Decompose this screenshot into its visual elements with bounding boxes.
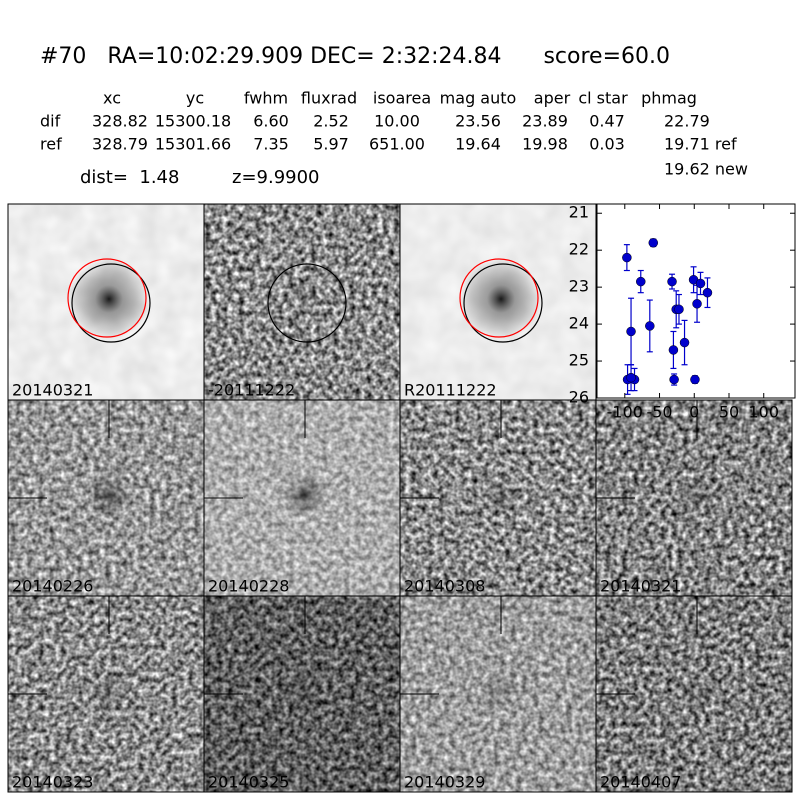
point	[648, 238, 659, 248]
cell: 22.79	[664, 112, 710, 131]
y-tick-label: 23	[569, 277, 589, 296]
point	[667, 276, 677, 287]
column-header: isoarea	[373, 89, 431, 108]
stamps: 20140321 -20111222 R20111222 20140226 201402…	[7, 203, 793, 793]
x-tick-label: 50	[719, 403, 739, 422]
point	[626, 326, 636, 337]
point	[695, 278, 706, 289]
point	[679, 337, 690, 348]
stamp-label: 20140226	[12, 577, 93, 596]
aperture-ref	[459, 258, 539, 338]
cell: 651.00	[369, 135, 425, 154]
column-header: phmag	[641, 89, 697, 108]
stamp-label: 20140308	[404, 577, 485, 596]
x-tick-label: 100	[748, 403, 779, 422]
aperture	[267, 263, 347, 343]
cell: 2.52	[313, 112, 349, 131]
aperture-ref	[67, 258, 147, 338]
cell: 5.97	[313, 135, 349, 154]
point	[692, 299, 702, 309]
column-header: xc	[103, 89, 121, 108]
source-blob	[283, 669, 327, 713]
dist: dist= 1.48	[80, 167, 179, 188]
y-tick-label: 25	[569, 351, 589, 370]
stamp-label: 20140228	[208, 577, 289, 596]
x-tick-label: -50	[646, 403, 672, 422]
cell: 15300.18	[155, 112, 231, 131]
source-blob	[461, 259, 541, 339]
plot-frame	[596, 203, 796, 399]
stamp-label: 20140329	[404, 773, 485, 792]
cell: 10.00	[374, 112, 420, 131]
cell: 19.71 ref	[664, 135, 737, 154]
redshift: z=9.9900	[232, 167, 320, 188]
x-tick-label: 0	[689, 403, 699, 422]
point	[626, 372, 636, 383]
y-tick-label: 22	[569, 240, 589, 259]
cell: 23.56	[455, 112, 501, 131]
y-tick-label: 21	[569, 203, 589, 222]
cell: 7.35	[253, 135, 289, 154]
cell: 19.98	[522, 135, 568, 154]
source-blob	[675, 473, 719, 517]
extra: 19.62 new	[664, 160, 748, 179]
title: #70 RA=10:02:29.909 DEC= 2:32:24.84 scor…	[40, 44, 670, 69]
cell: 19.64	[455, 135, 501, 154]
light-curve: 21 22 23 24 25 26 -100 -50 0 50 100	[569, 203, 796, 422]
y-tick-label: 26	[569, 388, 589, 407]
stamp-label: -20111222	[208, 381, 295, 400]
point	[669, 374, 679, 385]
point	[690, 374, 700, 385]
point	[622, 252, 632, 263]
cell: 0.03	[589, 135, 625, 154]
column-header: yc	[186, 89, 204, 108]
aperture	[71, 263, 151, 343]
column-header: cl star	[578, 89, 628, 108]
source-blob	[87, 473, 131, 517]
stamp-label: 20140321	[12, 381, 93, 400]
column-header: fluxrad	[301, 89, 357, 108]
aperture	[463, 263, 543, 343]
row-name: ref	[40, 135, 62, 154]
row-name: dif	[40, 112, 61, 131]
source-blob	[479, 473, 523, 517]
point	[674, 304, 684, 315]
cell: 328.79	[92, 135, 148, 154]
stamp-label: R20111222	[404, 381, 497, 400]
stamp-frame	[595, 595, 793, 793]
source-blob	[87, 669, 131, 713]
cell: 15301.66	[155, 135, 231, 154]
stamp-label: 20140325	[208, 773, 289, 792]
cell: 0.47	[589, 112, 625, 131]
point	[645, 321, 655, 331]
column-header: fwhm	[244, 89, 288, 108]
source-blob	[283, 277, 327, 321]
x-tick-label: -100	[607, 403, 643, 422]
point	[702, 287, 713, 298]
column-header: mag auto	[440, 89, 517, 108]
source-blob	[69, 259, 149, 339]
cell: 328.82	[92, 112, 148, 131]
cell: 23.89	[522, 112, 568, 131]
point	[636, 276, 646, 287]
column-header: aper	[534, 89, 571, 108]
stamp-label: 20140323	[12, 773, 93, 792]
source-blob	[479, 669, 523, 713]
source-blob	[675, 669, 719, 713]
source-blob	[283, 473, 327, 517]
stamp-label: 20140407	[600, 773, 681, 792]
point	[668, 345, 679, 355]
cell: 6.60	[253, 112, 289, 131]
stamp-label: 20140321	[600, 577, 681, 596]
y-tick-label: 24	[569, 314, 589, 333]
